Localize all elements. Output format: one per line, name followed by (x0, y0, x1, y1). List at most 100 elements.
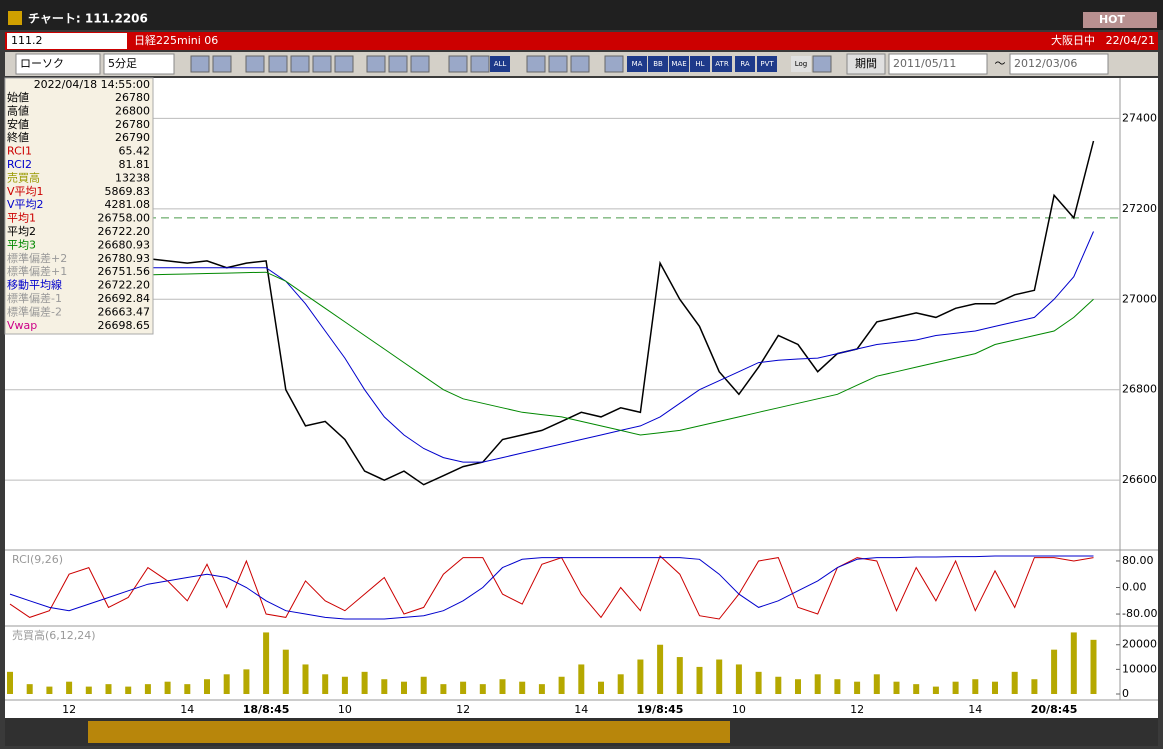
toolbar-button[interactable] (627, 56, 647, 72)
period: 期間 (855, 57, 877, 70)
volume-bar (735, 664, 742, 694)
x-tick-label: 12 (850, 703, 864, 716)
toolbar-icon[interactable] (526, 55, 546, 73)
toolbar-icon[interactable] (410, 55, 430, 73)
x-tick-label: 18/8:45 (243, 703, 290, 716)
toolbar-button[interactable] (648, 56, 668, 72)
interval-select[interactable] (103, 53, 175, 75)
toolbar-icon[interactable] (312, 55, 332, 73)
interval: 5分足 (108, 57, 137, 70)
from-input[interactable] (888, 53, 988, 75)
toolbar-button-label: RA (740, 60, 750, 68)
y-tick-label: 10000 (1122, 662, 1157, 675)
code: 111.2 (11, 34, 43, 47)
info-value: 65.42 (119, 145, 151, 158)
toolbar-icon[interactable] (388, 55, 408, 73)
volume-bar (66, 681, 73, 694)
toolbar-icon[interactable] (812, 55, 832, 73)
info-label: 平均3 (7, 237, 36, 251)
header-bar (5, 32, 1158, 50)
header-date: 22/04/21 (1106, 34, 1155, 47)
panel-title: 売買高(6,12,24) (12, 628, 96, 642)
toolbar-icon[interactable] (548, 55, 568, 73)
date-separator: 〜 (995, 57, 1006, 70)
toolbar-button-label: MAE (671, 60, 686, 68)
toolbar-icon[interactable] (245, 55, 265, 73)
series-line (9, 555, 1094, 620)
info-label: RCI1 (7, 145, 32, 158)
hot-button[interactable] (1083, 12, 1157, 28)
toolbar-icon[interactable] (604, 55, 624, 73)
app-icon (8, 11, 22, 25)
y-tick-label: 26800 (1122, 383, 1157, 396)
info-value: 26722.20 (98, 225, 151, 238)
volume-bar (26, 684, 33, 694)
y-tick-label: 0.00 (1122, 581, 1147, 594)
toolbar-button[interactable] (669, 56, 689, 72)
toolbar-button-label: MA (632, 60, 643, 68)
toolbar-button[interactable] (712, 56, 732, 72)
title-bar (0, 0, 1163, 30)
toolbar-icon[interactable] (334, 55, 354, 73)
toolbar-button[interactable] (735, 56, 755, 72)
volume-bar (657, 644, 664, 694)
info-value: 26758.00 (98, 212, 151, 225)
x-tick-label: 12 (456, 703, 470, 716)
volume-bar (184, 684, 191, 694)
x-tick-label: 14 (574, 703, 588, 716)
volume-bar (696, 666, 703, 694)
volume-bar (125, 686, 132, 694)
volume-bar (854, 681, 861, 694)
volume-bar (85, 686, 92, 694)
toolbar-icon[interactable] (448, 55, 468, 73)
instrument-name: 日経225mini 06 (134, 34, 218, 47)
panel-title: RCI(9,26) (12, 553, 63, 566)
toolbar-button[interactable] (490, 56, 510, 72)
toolbar-icon[interactable] (366, 55, 386, 73)
toolbar-icon[interactable] (290, 55, 310, 73)
info-label: 標準偏差-2 (7, 304, 62, 318)
period-button[interactable] (846, 53, 886, 75)
volume-bar (952, 681, 959, 694)
hot-label: HOT (1099, 13, 1126, 26)
series-line (9, 231, 1094, 463)
volume-bar (105, 684, 112, 694)
volume-bar (834, 679, 841, 694)
info-label: 平均1 (7, 211, 36, 225)
info-value: 26698.65 (98, 319, 151, 332)
series-line (9, 271, 1094, 436)
volume-bar (499, 679, 506, 694)
toolbar-button[interactable] (690, 56, 710, 72)
toolbar-button[interactable] (791, 56, 811, 72)
code-input[interactable] (7, 33, 127, 49)
scroll-thumb[interactable] (88, 721, 730, 743)
volume-bar (538, 684, 545, 694)
toolbar-icon[interactable] (470, 55, 490, 73)
volume-bar (440, 684, 447, 694)
volume-bar (676, 657, 683, 694)
to-input[interactable] (1009, 53, 1109, 75)
volume-bar (893, 681, 900, 694)
to-date: 2012/03/06 (1014, 57, 1077, 70)
toolbar-button-label: BB (653, 60, 663, 68)
toolbar-icon[interactable] (268, 55, 288, 73)
volume-bar (1011, 671, 1018, 694)
volume-bar (519, 681, 526, 694)
volume-bar (479, 684, 486, 694)
toolbar-icon[interactable] (570, 55, 590, 73)
volume-bar (795, 679, 801, 694)
style-select[interactable] (15, 53, 101, 75)
volume-bar (144, 684, 151, 694)
info-label: 移動平均線 (7, 278, 62, 292)
y-tick-label: 27400 (1122, 111, 1157, 124)
toolbar-button[interactable] (757, 56, 777, 72)
info-value: 26780.93 (98, 252, 151, 265)
volume-bar (401, 681, 407, 694)
info-label: 平均2 (7, 224, 36, 238)
toolbar-icon[interactable] (190, 55, 210, 73)
info-value: 26790 (115, 131, 150, 144)
toolbar-icon[interactable] (212, 55, 232, 73)
info-value: 26692.84 (98, 292, 151, 305)
info-value: 26663.47 (98, 305, 151, 318)
